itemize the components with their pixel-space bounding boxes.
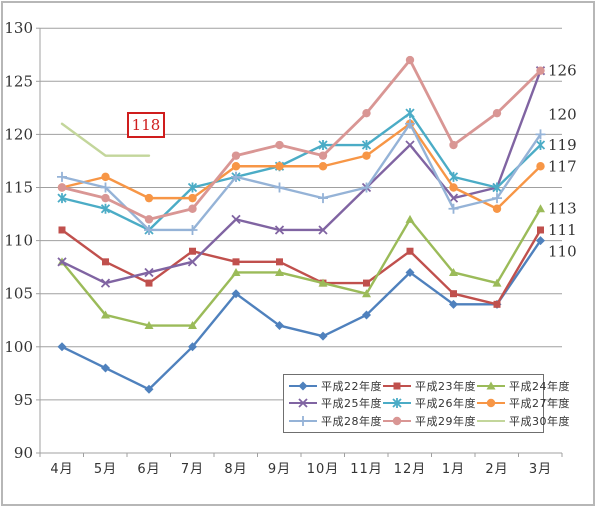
- legend-marker-icon: [383, 398, 411, 409]
- svg-text:111: 111: [548, 221, 577, 239]
- legend-marker-icon: [477, 399, 505, 408]
- svg-text:105: 105: [4, 285, 33, 303]
- legend-item-1: 平成23年度: [382, 378, 476, 394]
- svg-text:100: 100: [4, 338, 33, 356]
- svg-text:113: 113: [548, 200, 577, 218]
- legend-label: 平成27年度: [509, 397, 570, 411]
- legend-label: 平成30年度: [509, 415, 570, 429]
- svg-text:1月: 1月: [442, 462, 465, 477]
- legend-label: 平成26年度: [415, 397, 476, 411]
- legend-marker-icon: [477, 381, 505, 390]
- svg-text:11月: 11月: [350, 462, 383, 477]
- legend-item-4: 平成26年度: [382, 395, 476, 411]
- legend-marker-icon: [289, 398, 317, 409]
- svg-text:6月: 6月: [137, 462, 160, 477]
- svg-text:126: 126: [548, 62, 577, 80]
- svg-text:2月: 2月: [485, 462, 508, 477]
- legend-item-6: 平成28年度: [288, 413, 382, 429]
- annotation-callout: 118: [127, 112, 165, 138]
- legend-item-2: 平成24年度: [476, 378, 570, 394]
- legend-item-7: 平成29年度: [382, 413, 476, 429]
- svg-text:115: 115: [4, 179, 33, 197]
- svg-text:110: 110: [4, 232, 33, 250]
- svg-text:110: 110: [548, 243, 577, 261]
- svg-text:117: 117: [548, 157, 577, 175]
- legend-label: 平成24年度: [509, 379, 570, 393]
- legend-label: 平成29年度: [415, 415, 476, 429]
- svg-text:10月: 10月: [307, 462, 340, 477]
- legend-label: 平成22年度: [321, 379, 382, 393]
- svg-text:120: 120: [4, 125, 33, 143]
- svg-text:90: 90: [14, 444, 33, 462]
- legend-label: 平成25年度: [321, 397, 382, 411]
- legend-marker-icon: [383, 382, 411, 390]
- legend-marker-icon: [477, 420, 505, 423]
- svg-text:3月: 3月: [529, 462, 552, 477]
- svg-text:9月: 9月: [268, 462, 291, 477]
- legend-item-5: 平成27年度: [476, 395, 570, 411]
- legend-marker-icon: [383, 416, 411, 426]
- chart-legend: 平成22年度 平成23年度 平成24年度平成25年度 平成26年度 平成27年度平成28…: [283, 374, 570, 433]
- legend-label: 平成23年度: [415, 379, 476, 393]
- legend-marker-icon: [289, 381, 317, 391]
- svg-text:7月: 7月: [181, 462, 204, 477]
- svg-text:8月: 8月: [224, 462, 247, 477]
- legend-label: 平成28年度: [321, 415, 382, 429]
- svg-text:120: 120: [548, 105, 577, 123]
- svg-text:130: 130: [4, 19, 33, 37]
- svg-text:125: 125: [4, 72, 33, 90]
- legend-item-8: 平成30年度: [476, 413, 570, 429]
- legend-marker-icon: [289, 416, 317, 427]
- svg-text:4月: 4月: [50, 462, 73, 477]
- svg-text:5月: 5月: [94, 462, 117, 477]
- svg-text:12月: 12月: [394, 462, 427, 477]
- svg-text:119: 119: [548, 136, 577, 154]
- svg-text:95: 95: [14, 391, 33, 409]
- legend-item-0: 平成22年度: [288, 378, 382, 394]
- legend-item-3: 平成25年度: [288, 395, 382, 411]
